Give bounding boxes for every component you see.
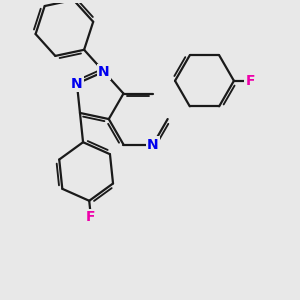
Text: N: N [98,65,110,79]
Text: F: F [245,74,255,88]
Text: N: N [147,138,159,152]
Text: N: N [71,77,83,91]
Text: F: F [86,210,96,224]
